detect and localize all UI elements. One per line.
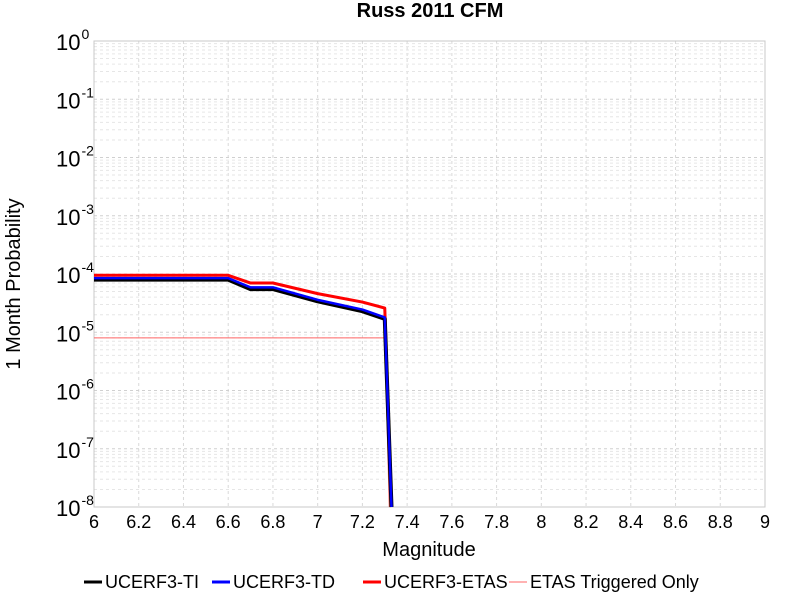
y-tick-exponent: -3	[81, 201, 94, 217]
y-tick-label: 10-1	[56, 84, 94, 113]
legend-label: UCERF3-TI	[105, 572, 199, 592]
x-tick-labels: 6 6.2 6.4 6.6 6.8 7 7.2 7.4 7.6 7.8 8 8.2 8.4 8.6 8.8 9	[89, 512, 770, 532]
series-layer	[94, 273, 394, 508]
y-tick-label: 10-6	[56, 376, 94, 405]
y-tick-exponent: -7	[81, 434, 94, 450]
legend-label: UCERF3-TD	[233, 572, 335, 592]
y-tick-label: 100	[56, 26, 89, 55]
legend-label: UCERF3-ETAS	[384, 572, 508, 592]
y-tick-label: 10-2	[56, 143, 94, 172]
x-tick-label: 7	[313, 512, 323, 532]
y-tick-exponent: 0	[81, 26, 89, 42]
x-tick-label: 7.8	[484, 512, 509, 532]
y-tick-exponent: -5	[81, 317, 94, 333]
y-tick-labels: 100 10-1 10-2 10-3 10-4 10-5 10-6 10-7 10-8	[56, 26, 94, 521]
grid-layer	[93, 41, 766, 508]
x-tick-label: 7.6	[439, 512, 464, 532]
y-tick-exponent: -2	[81, 143, 94, 159]
y-tick-exponent: -6	[81, 376, 94, 392]
legend-label: ETAS Triggered Only	[530, 572, 699, 592]
series-line-ucerf3-etas	[94, 273, 393, 508]
y-tick-label: 10-4	[56, 259, 94, 288]
y-tick-label: 10-3	[56, 201, 94, 230]
series-line-ucerf3-ti	[94, 277, 394, 508]
x-tick-label: 8.8	[708, 512, 733, 532]
x-tick-label: 6	[89, 512, 99, 532]
x-tick-label: 6.8	[260, 512, 285, 532]
x-tick-label: 6.2	[126, 512, 151, 532]
y-tick-label: 10-7	[56, 434, 94, 463]
series-line-ucerf3-td	[94, 276, 393, 508]
x-tick-label: 7.4	[395, 512, 420, 532]
x-tick-label: 7.2	[350, 512, 375, 532]
legend: UCERF3-TI UCERF3-TD UCERF3-ETAS ETAS Trigge…	[84, 572, 699, 592]
y-tick-exponent: -1	[81, 84, 94, 100]
x-tick-label: 8.2	[574, 512, 599, 532]
y-tick-label: 10-5	[56, 317, 94, 346]
x-tick-label: 6.6	[216, 512, 241, 532]
x-tick-label: 9	[760, 512, 770, 532]
x-tick-label: 8.4	[618, 512, 643, 532]
y-axis-label: 1 Month Probability	[3, 198, 25, 369]
chart-title: Russ 2011 CFM	[357, 0, 504, 22]
y-tick-exponent: -4	[81, 259, 94, 275]
x-tick-label: 6.4	[171, 512, 196, 532]
x-tick-label: 8	[536, 512, 546, 532]
y-tick-exponent: -8	[81, 492, 94, 508]
x-tick-label: 8.6	[663, 512, 688, 532]
x-axis-label: Magnitude	[382, 539, 475, 561]
y-tick-label: 10-8	[56, 492, 94, 521]
